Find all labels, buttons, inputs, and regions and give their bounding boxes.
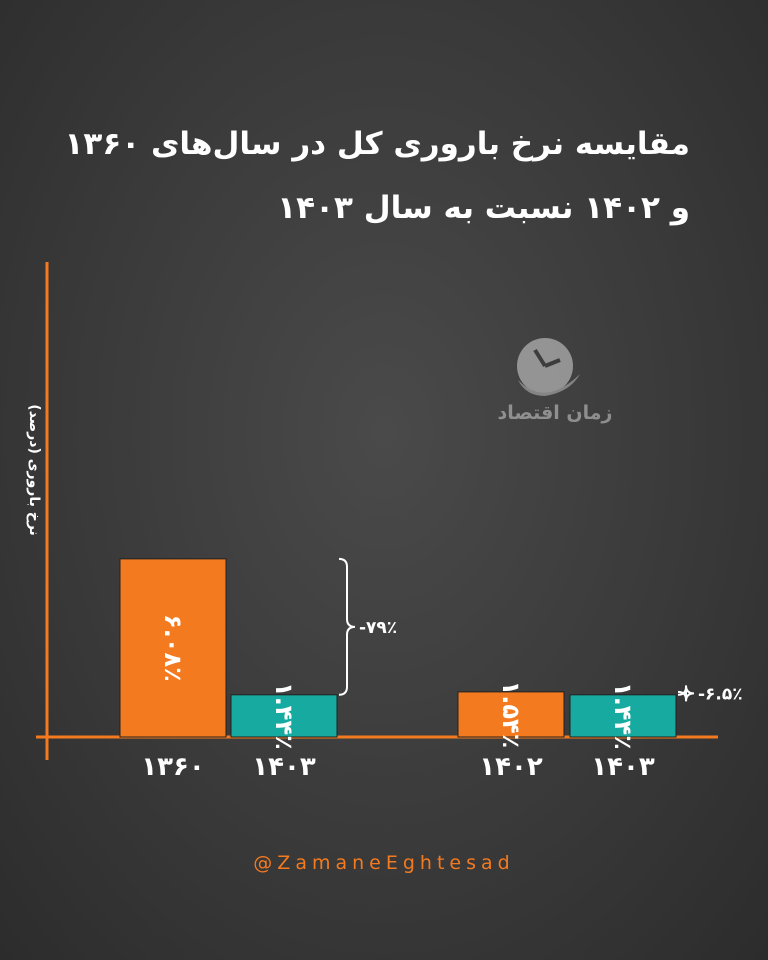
x-tick-label: ۱۴۰۳ xyxy=(591,752,655,782)
bar-data-label: ۱.۴۴٪ xyxy=(609,682,637,750)
x-tick-label: ۱۳۶۰ xyxy=(141,752,204,782)
bar xyxy=(119,558,227,738)
bar-data-label: ۱.۴۴٪ xyxy=(270,682,298,750)
change-label: -۶.۵٪ xyxy=(698,684,743,704)
change-label: -۷۹٪ xyxy=(359,618,397,638)
chart-title: مقایسه نرخ باروری کل در سال‌های ۱۳۶۰ و ۱… xyxy=(50,112,690,240)
title-line-1: مقایسه نرخ باروری کل در سال‌های ۱۳۶۰ xyxy=(64,126,690,162)
bar-data-label: ۶.۰۸٪ xyxy=(159,614,187,682)
y-axis-label: نرخ باروری (درصد) xyxy=(26,404,42,536)
watermark-logo: زمان اقتصاد xyxy=(490,330,620,440)
bar xyxy=(569,694,677,738)
bar xyxy=(457,691,565,738)
x-tick-label: ۱۴۰۳ xyxy=(252,752,316,782)
bar-data-label: ۱.۵۴٪ xyxy=(497,681,525,749)
change-bracket xyxy=(338,557,356,696)
x-tick-label: ۱۴۰۲ xyxy=(479,752,543,782)
change-bracket xyxy=(677,685,695,702)
clock-icon xyxy=(517,338,580,396)
bar xyxy=(230,694,338,738)
watermark-text: زمان اقتصاد xyxy=(497,402,613,424)
social-handle: @ZamaneEghtesad xyxy=(253,852,515,874)
title-line-2: و ۱۴۰۲ نسبت به سال ۱۴۰۳ xyxy=(277,190,690,226)
